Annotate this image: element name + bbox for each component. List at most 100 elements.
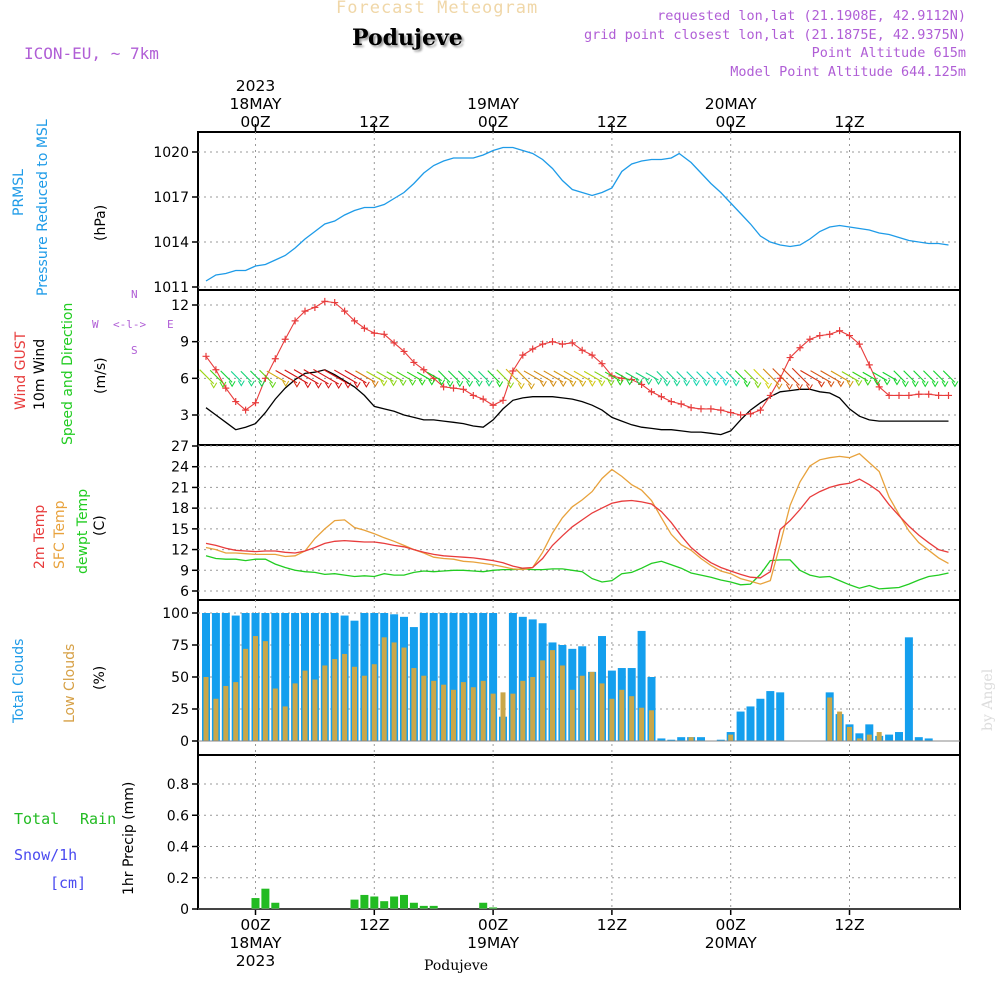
y-tick-label: 25 bbox=[171, 702, 189, 718]
low-cloud-bar bbox=[282, 706, 288, 741]
low-cloud-bar bbox=[599, 683, 605, 741]
gust-marker bbox=[360, 324, 368, 332]
wind-arrow-head bbox=[921, 381, 929, 388]
low-cloud-bar bbox=[688, 737, 694, 741]
total-cloud-bar bbox=[469, 613, 478, 741]
snow-unit-label: [cm] bbox=[50, 874, 87, 892]
total-cloud-bar bbox=[271, 613, 280, 741]
snow-label: Snow/1h bbox=[14, 846, 78, 864]
y-tick-label: 3 bbox=[180, 408, 189, 424]
time-axis-label: 00Z bbox=[716, 113, 746, 131]
low-cloud-bar bbox=[332, 659, 338, 741]
wind-arrow-head bbox=[864, 379, 872, 386]
total-cloud-bar bbox=[914, 737, 923, 741]
low-cloud-bar bbox=[847, 726, 852, 741]
wind-arrow-head bbox=[258, 380, 266, 388]
gust-marker bbox=[945, 391, 952, 399]
low-cloud-bar bbox=[352, 666, 357, 741]
total-cloud-bar bbox=[310, 613, 319, 741]
wind-direction-arrow bbox=[645, 372, 659, 381]
rain-bar bbox=[271, 902, 280, 909]
time-axis-label: 12Z bbox=[834, 113, 864, 131]
gust-marker bbox=[747, 410, 754, 418]
low-cloud-bar bbox=[876, 732, 882, 741]
wind-direction-arrow bbox=[676, 371, 688, 382]
wind-arrow-head bbox=[931, 381, 939, 388]
gust-marker bbox=[816, 332, 824, 340]
wind-direction-arrow bbox=[293, 369, 319, 385]
gust-marker bbox=[232, 398, 240, 406]
total-cloud-bar bbox=[766, 691, 775, 741]
gust-marker bbox=[440, 383, 448, 391]
wind-arrow-head bbox=[951, 381, 959, 388]
wind-arrow-head bbox=[237, 380, 245, 387]
gust-marker bbox=[796, 344, 804, 352]
total-cloud-bar bbox=[489, 613, 498, 741]
gust-marker bbox=[281, 335, 289, 343]
gridpoint-coords: grid point closest lon,lat (21.1875E, 42… bbox=[583, 27, 966, 43]
low-cloud-bar bbox=[470, 687, 476, 741]
low-cloud-bar bbox=[619, 689, 625, 741]
low-cloud-bar bbox=[411, 668, 417, 741]
wind-direction-arrow bbox=[942, 370, 956, 383]
gust-marker bbox=[301, 307, 309, 315]
gust-marker bbox=[351, 317, 358, 325]
gust-marker bbox=[855, 340, 863, 348]
wind-direction-arrow bbox=[457, 370, 470, 383]
wind-direction-arrow bbox=[615, 371, 630, 382]
gust-marker bbox=[737, 411, 745, 419]
wind-direction-arrow bbox=[753, 368, 769, 385]
pressure-line bbox=[205, 146, 949, 282]
compass-west: W bbox=[92, 318, 99, 331]
total-cloud-bar bbox=[865, 724, 874, 741]
wind-direction-arrow bbox=[376, 371, 394, 382]
gust-marker bbox=[598, 360, 606, 368]
gust-marker bbox=[410, 358, 418, 366]
wind-arrow-head bbox=[409, 379, 417, 386]
time-axis-label: 00Z bbox=[716, 916, 746, 934]
low-cloud-bar bbox=[441, 684, 447, 741]
wind-arrow-head bbox=[579, 380, 587, 387]
wind-arrow-head bbox=[304, 382, 312, 389]
total-cloud-bar bbox=[281, 613, 290, 741]
gust-marker bbox=[935, 391, 943, 399]
wind-direction-arrow bbox=[355, 370, 376, 383]
wind-direction-arrow bbox=[772, 368, 790, 386]
total-cloud-bar bbox=[479, 613, 488, 741]
time-axis-label: 12Z bbox=[597, 916, 627, 934]
dewpt-temp-line bbox=[205, 555, 949, 590]
wind-arrow-head bbox=[335, 382, 343, 389]
wind-direction-arrow bbox=[762, 368, 780, 386]
y-tick-label: 21 bbox=[171, 480, 189, 496]
total-cloud-bar bbox=[855, 733, 864, 741]
wind-direction-arrow bbox=[553, 370, 574, 383]
wind-direction-arrow bbox=[782, 367, 800, 386]
wind-direction-arrow bbox=[199, 369, 215, 385]
wind-arrow-head bbox=[743, 381, 751, 388]
low-cloud-bar bbox=[262, 641, 268, 741]
low-cloud-bar bbox=[451, 689, 456, 741]
gust-marker bbox=[370, 329, 378, 337]
y-tick-label: 0 bbox=[180, 902, 189, 918]
wind-direction-arrow bbox=[666, 371, 678, 382]
low-cloud-bar bbox=[540, 660, 546, 741]
low-cloud-bar bbox=[381, 637, 387, 741]
gust-marker bbox=[291, 317, 299, 325]
wind-direction-arrow bbox=[841, 371, 860, 382]
wind-direction-arrow bbox=[396, 371, 413, 382]
wind-direction-arrow bbox=[313, 368, 339, 385]
wind-direction-arrow bbox=[416, 371, 433, 382]
wind-direction-arrow bbox=[533, 370, 554, 383]
y-tick-label: 0 bbox=[180, 734, 189, 750]
wind-direction-arrow bbox=[686, 371, 697, 382]
gust-marker bbox=[905, 391, 913, 399]
y-tick-label: 12 bbox=[171, 298, 189, 314]
wind-speed-line bbox=[205, 369, 949, 436]
low-cloud-bar bbox=[579, 675, 585, 741]
gust-marker bbox=[657, 393, 665, 401]
low-cloud-bar bbox=[530, 677, 536, 741]
gust-marker bbox=[588, 351, 596, 359]
time-axis-label: 18MAY bbox=[230, 95, 282, 113]
gust-marker bbox=[846, 332, 853, 340]
y-tick-label: 0.2 bbox=[167, 871, 189, 887]
